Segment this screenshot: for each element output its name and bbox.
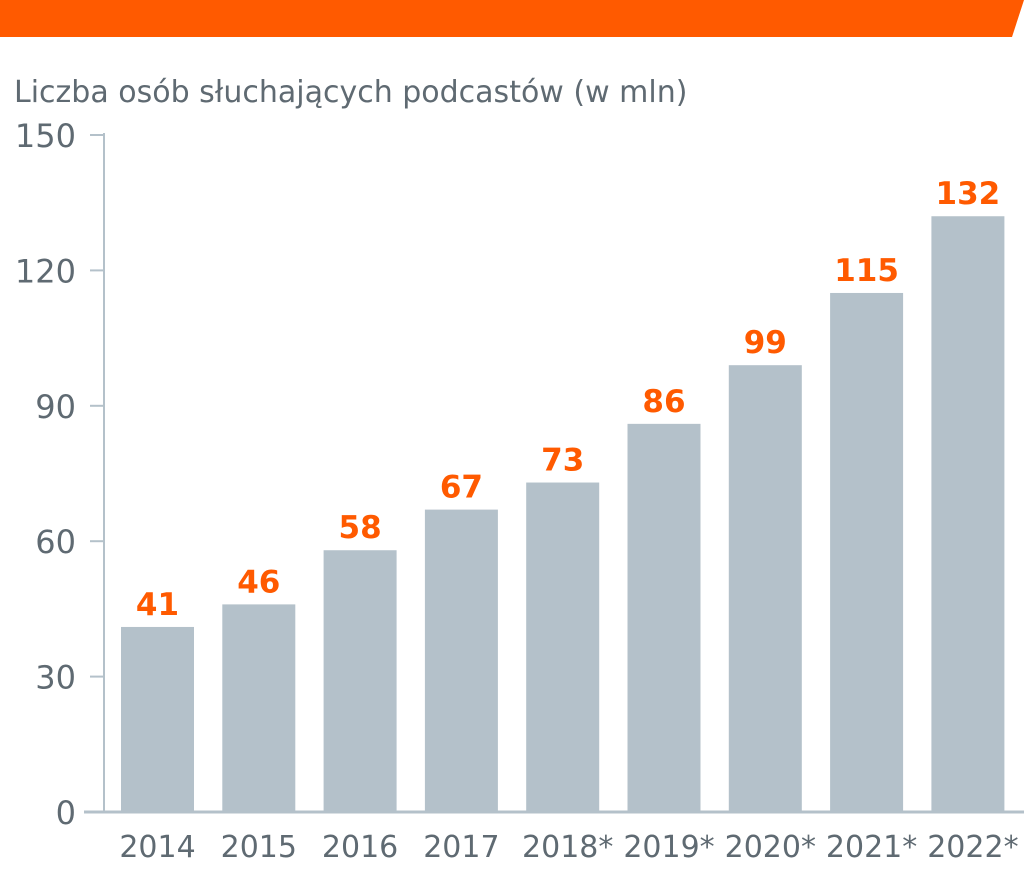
data-label: 73 bbox=[541, 443, 584, 479]
x-tick-label: 2021* bbox=[826, 830, 917, 865]
chart-title: Liczba osób słuchających podcastów (w ml… bbox=[14, 75, 687, 110]
x-tick-label: 2019* bbox=[623, 830, 714, 865]
data-label: 86 bbox=[642, 384, 685, 420]
y-tick-label: 90 bbox=[35, 388, 76, 426]
data-label: 132 bbox=[936, 176, 1001, 212]
x-tick-label: 2020* bbox=[725, 830, 816, 865]
bar bbox=[526, 482, 600, 812]
bar bbox=[627, 423, 701, 812]
x-tick-label: 2016 bbox=[322, 830, 398, 865]
y-tick-label: 30 bbox=[35, 659, 76, 697]
bar bbox=[323, 550, 397, 812]
y-tick-label: 60 bbox=[35, 523, 76, 561]
data-label: 115 bbox=[834, 253, 899, 289]
x-tick-label: 2022* bbox=[927, 830, 1018, 865]
bar bbox=[424, 509, 498, 812]
header-band bbox=[0, 0, 1024, 37]
x-tick-label: 2018* bbox=[522, 830, 613, 865]
bar bbox=[728, 365, 802, 812]
data-label: 41 bbox=[136, 587, 179, 623]
bar bbox=[121, 626, 194, 812]
x-tick-label: 2015 bbox=[221, 830, 297, 865]
bar bbox=[931, 216, 1005, 813]
data-label: 58 bbox=[339, 510, 382, 546]
data-label: 67 bbox=[440, 470, 483, 506]
y-tick-label: 120 bbox=[15, 252, 76, 290]
x-tick-label: 2017 bbox=[423, 830, 499, 865]
data-label: 46 bbox=[237, 564, 280, 600]
bar bbox=[222, 604, 296, 812]
y-tick-label: 0 bbox=[56, 794, 76, 832]
data-label: 99 bbox=[744, 325, 787, 361]
bar bbox=[830, 292, 904, 812]
x-tick-label: 2014 bbox=[119, 830, 195, 865]
y-tick-label: 150 bbox=[15, 117, 76, 155]
